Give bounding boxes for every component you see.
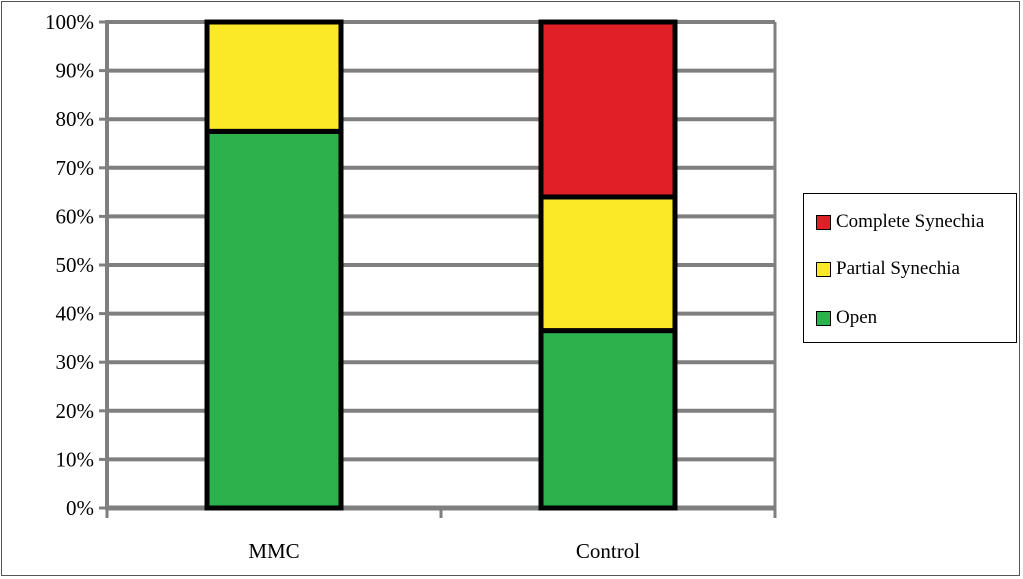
chart-legend: Complete Synechia Partial Synechia Open — [803, 193, 1017, 343]
y-tick-label: 50% — [56, 253, 95, 277]
legend-swatch-open — [816, 310, 831, 326]
bar-mmc-open — [204, 128, 344, 511]
y-tick-label: 90% — [56, 59, 95, 83]
legend-item-complete-synechia: Complete Synechia — [816, 210, 984, 234]
bar-control-open — [538, 328, 678, 511]
y-tick-label: 30% — [56, 350, 95, 374]
legend-item-partial-synechia: Partial Synechia — [816, 257, 960, 281]
y-tick-label: 20% — [56, 399, 95, 423]
y-tick-label: 60% — [56, 204, 95, 228]
bar-control-complete-synechia — [538, 19, 678, 200]
y-tick-label: 10% — [56, 447, 95, 471]
x-category-label: MMC — [248, 539, 299, 563]
legend-label-partial-synechia: Partial Synechia — [836, 258, 960, 279]
legend-label-open: Open — [836, 307, 878, 328]
legend-item-open: Open — [816, 306, 877, 330]
legend-label-complete-synechia: Complete Synechia — [836, 211, 985, 232]
legend-swatch-partial-synechia — [816, 261, 831, 277]
bar-control-partial-synechia — [538, 194, 678, 334]
y-tick-label: 100% — [45, 10, 94, 34]
x-category-label: Control — [576, 539, 640, 563]
legend-swatch-complete-synechia — [816, 214, 831, 230]
y-tick-label: 40% — [56, 302, 95, 326]
bar-mmc-partial-synechia — [204, 19, 344, 134]
y-tick-label: 80% — [56, 107, 95, 131]
y-tick-label: 70% — [56, 156, 95, 180]
y-tick-label: 0% — [66, 496, 94, 520]
